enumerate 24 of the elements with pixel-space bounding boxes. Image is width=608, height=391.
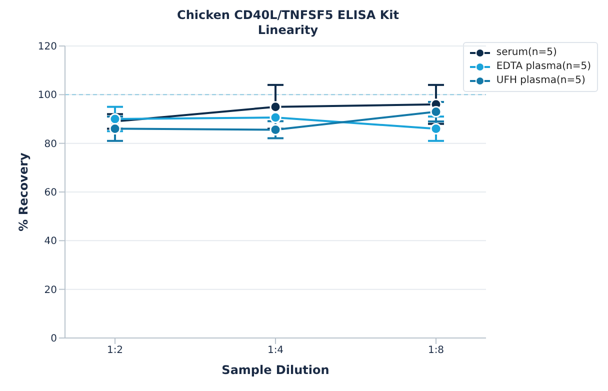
chart-title: Chicken CD40L/TNFSF5 ELISA Kit xyxy=(176,8,400,23)
point xyxy=(430,122,442,134)
y-tick-label: 120 xyxy=(38,42,57,53)
x-tick-label: 1:4 xyxy=(267,345,284,356)
x-tick-label: 1:8 xyxy=(428,345,444,356)
x-tick-label: 1:2 xyxy=(106,345,124,356)
y-tick-label: 0 xyxy=(50,334,57,345)
y-tick-label: 60 xyxy=(44,188,57,199)
point xyxy=(270,101,282,113)
y-tick-label: 40 xyxy=(44,236,57,248)
x-axis-title: Sample Dilution xyxy=(222,363,330,377)
legend-label: EDTA plasma(n=5) xyxy=(496,60,591,74)
legend-label: UFH plasma(n=5) xyxy=(496,74,586,88)
point xyxy=(430,106,442,118)
y-tick-label: 100 xyxy=(38,90,57,102)
y-tick-label: 80 xyxy=(44,138,57,150)
point xyxy=(270,112,282,124)
point xyxy=(109,113,121,125)
point xyxy=(109,122,121,134)
point xyxy=(270,124,282,136)
legend-label: serum(n=5) xyxy=(496,46,557,60)
y-tick-label: 20 xyxy=(44,284,57,296)
chart-subtitle: Linearity xyxy=(256,23,320,38)
y-axis-title: % Recovery xyxy=(16,152,30,232)
